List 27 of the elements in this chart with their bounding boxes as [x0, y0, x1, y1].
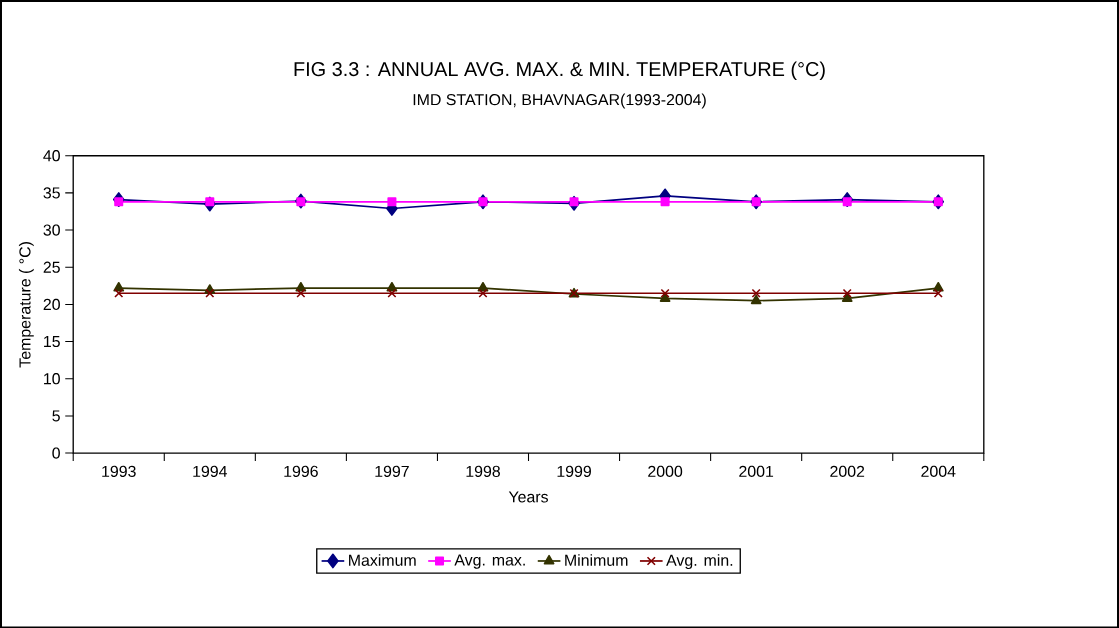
chart-title: FIG 3.3 : ANNUAL AVG. MAX. & MIN. TEMPERATURE (°C): [294, 61, 825, 80]
legend-label: Minimum: [565, 554, 628, 566]
legend-label: Maximum: [349, 554, 416, 566]
legend-label: Avg. min.: [666, 554, 733, 569]
y-axis-title: Temperature ( °C): [18, 241, 34, 368]
y-tick-label: 35: [43, 187, 60, 199]
x-tick-label: 1996: [284, 465, 318, 477]
x-tick-label: 1998: [466, 465, 500, 477]
x-tick-label: 1999: [557, 465, 591, 477]
x-axis-title: Years: [508, 491, 548, 503]
x-tick-label: 2001: [739, 465, 774, 477]
y-tick-label: 5: [52, 410, 60, 422]
x-tick-label: 1997: [375, 465, 409, 477]
x-tick-label: 1994: [193, 465, 228, 477]
legend-label: Avg. max.: [454, 554, 525, 569]
y-tick-label: 0: [52, 447, 60, 459]
x-tick-label: 2000: [648, 465, 683, 477]
x-tick-label: 1993: [102, 465, 136, 477]
chart-subtitle: IMD STATION, BHAVNAGAR(1993-2004): [413, 93, 706, 109]
y-tick-label: 30: [43, 224, 60, 236]
x-tick-label: 2004: [921, 465, 956, 477]
x-tick-label: 2002: [830, 465, 865, 477]
y-tick-label: 15: [44, 335, 60, 347]
y-tick-label: 40: [43, 149, 60, 162]
y-tick-label: 25: [43, 261, 60, 273]
y-tick-label: 20: [43, 298, 60, 310]
y-tick-label: 10: [44, 372, 60, 385]
